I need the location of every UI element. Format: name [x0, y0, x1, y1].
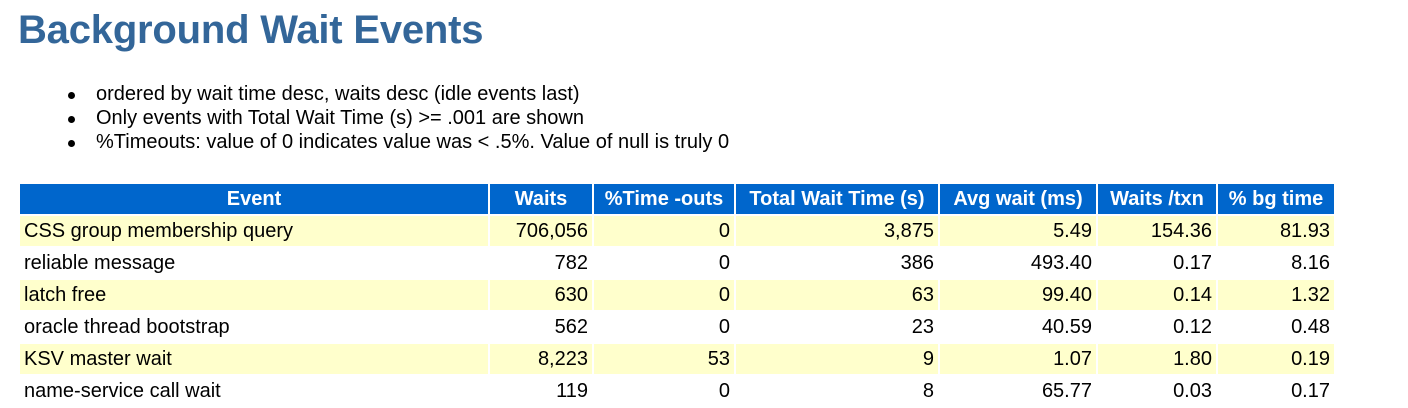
- cell-event: reliable message: [20, 248, 488, 278]
- note-item: %Timeouts: value of 0 indicates value wa…: [60, 130, 729, 154]
- cell-timeouts: 0: [594, 216, 734, 246]
- cell-waits: 782: [490, 248, 592, 278]
- table-row: reliable message 782 0 386 493.40 0.17 8…: [20, 248, 1334, 278]
- cell-timeouts: 0: [594, 376, 734, 406]
- cell-event: KSV master wait: [20, 344, 488, 374]
- cell-bg-time: 0.17: [1218, 376, 1334, 406]
- cell-bg-time: 0.19: [1218, 344, 1334, 374]
- cell-avg-wait: 493.40: [940, 248, 1096, 278]
- note-item: Only events with Total Wait Time (s) >= …: [60, 106, 729, 130]
- cell-waits-per-txn: 1.80: [1098, 344, 1216, 374]
- cell-waits-per-txn: 0.03: [1098, 376, 1216, 406]
- cell-timeouts: 0: [594, 280, 734, 310]
- column-header-waits-per-txn: Waits /txn: [1098, 184, 1216, 214]
- cell-waits-per-txn: 0.12: [1098, 312, 1216, 342]
- table-row: CSS group membership query 706,056 0 3,8…: [20, 216, 1334, 246]
- cell-total-wait-time: 3,875: [736, 216, 938, 246]
- cell-avg-wait: 5.49: [940, 216, 1096, 246]
- cell-waits: 8,223: [490, 344, 592, 374]
- table-header-row: Event Waits %Time -outs Total Wait Time …: [20, 184, 1334, 214]
- cell-total-wait-time: 8: [736, 376, 938, 406]
- cell-bg-time: 8.16: [1218, 248, 1334, 278]
- column-header-avg-wait: Avg wait (ms): [940, 184, 1096, 214]
- table-row: KSV master wait 8,223 53 9 1.07 1.80 0.1…: [20, 344, 1334, 374]
- cell-total-wait-time: 23: [736, 312, 938, 342]
- cell-bg-time: 81.93: [1218, 216, 1334, 246]
- cell-waits-per-txn: 0.14: [1098, 280, 1216, 310]
- cell-event: name-service call wait: [20, 376, 488, 406]
- cell-timeouts: 0: [594, 312, 734, 342]
- cell-waits-per-txn: 0.17: [1098, 248, 1216, 278]
- column-header-timeouts: %Time -outs: [594, 184, 734, 214]
- cell-avg-wait: 40.59: [940, 312, 1096, 342]
- background-wait-events-table: Event Waits %Time -outs Total Wait Time …: [18, 182, 1336, 408]
- cell-waits: 119: [490, 376, 592, 406]
- cell-event: CSS group membership query: [20, 216, 488, 246]
- cell-waits-per-txn: 154.36: [1098, 216, 1216, 246]
- notes-list: ordered by wait time desc, waits desc (i…: [60, 82, 729, 154]
- column-header-total-wait-time: Total Wait Time (s): [736, 184, 938, 214]
- cell-timeouts: 0: [594, 248, 734, 278]
- cell-avg-wait: 99.40: [940, 280, 1096, 310]
- cell-total-wait-time: 9: [736, 344, 938, 374]
- cell-event: latch free: [20, 280, 488, 310]
- cell-bg-time: 1.32: [1218, 280, 1334, 310]
- table-row: latch free 630 0 63 99.40 0.14 1.32: [20, 280, 1334, 310]
- cell-avg-wait: 1.07: [940, 344, 1096, 374]
- column-header-event: Event: [20, 184, 488, 214]
- cell-total-wait-time: 63: [736, 280, 938, 310]
- column-header-bg-time: % bg time: [1218, 184, 1334, 214]
- note-item: ordered by wait time desc, waits desc (i…: [60, 82, 729, 106]
- table-row: oracle thread bootstrap 562 0 23 40.59 0…: [20, 312, 1334, 342]
- cell-waits: 562: [490, 312, 592, 342]
- column-header-waits: Waits: [490, 184, 592, 214]
- page-title: Background Wait Events: [18, 8, 484, 52]
- cell-waits: 630: [490, 280, 592, 310]
- cell-total-wait-time: 386: [736, 248, 938, 278]
- cell-event: oracle thread bootstrap: [20, 312, 488, 342]
- cell-avg-wait: 65.77: [940, 376, 1096, 406]
- cell-bg-time: 0.48: [1218, 312, 1334, 342]
- cell-waits: 706,056: [490, 216, 592, 246]
- cell-timeouts: 53: [594, 344, 734, 374]
- table-row: name-service call wait 119 0 8 65.77 0.0…: [20, 376, 1334, 406]
